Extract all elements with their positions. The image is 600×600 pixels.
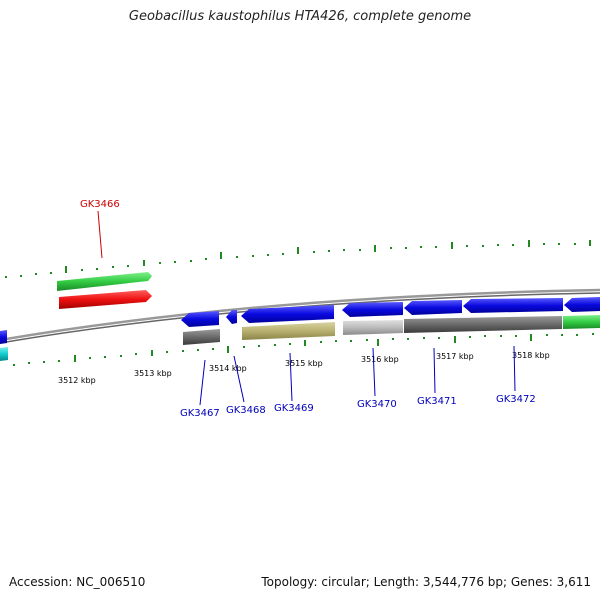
gene-gk3472-arrow[interactable] — [463, 298, 563, 313]
scale-label-3515: 3515 kbp — [285, 359, 323, 368]
gene-gk3469-bar[interactable] — [242, 322, 335, 340]
backbone-outer — [0, 288, 600, 342]
gene-left-cyan-bar[interactable] — [0, 347, 8, 361]
scale-label-3514: 3514 kbp — [209, 364, 247, 373]
gene-label-gk3472[interactable]: GK3472 — [496, 394, 536, 405]
gene-gk3468-arrow[interactable] — [226, 310, 237, 324]
map-title: Geobacillus kaustophilus HTA426, complet… — [128, 9, 472, 24]
gene-label-gk3466[interactable]: GK3466 — [80, 199, 120, 210]
scale-label-3513: 3513 kbp — [134, 369, 172, 378]
gene-gk3471-bar[interactable] — [404, 316, 562, 333]
gene-gk3467-arrow[interactable] — [181, 311, 219, 327]
gene-next-arrow[interactable] — [564, 297, 600, 312]
scale-label-3517: 3517 kbp — [436, 352, 474, 361]
accession-label: Accession: NC_006510 — [9, 575, 146, 589]
gene-gk3470-arrow[interactable] — [342, 302, 403, 317]
gene-label-gk3470[interactable]: GK3470 — [357, 399, 397, 410]
gene-gk3467-bar[interactable] — [183, 329, 220, 345]
gene-green-feature[interactable] — [57, 272, 152, 291]
outer-tick-row — [5, 240, 591, 278]
inner-tick-row — [13, 333, 594, 366]
gene-label-gk3467[interactable]: GK3467 — [180, 408, 220, 419]
gene-label-gk3468[interactable]: GK3468 — [226, 405, 266, 416]
gene-label-gk3471[interactable]: GK3471 — [417, 396, 457, 407]
gene-gk3472-bar[interactable] — [563, 315, 600, 329]
gene-gk3469-arrow[interactable] — [241, 305, 334, 323]
genome-summary: Topology: circular; Length: 3,544,776 bp… — [261, 575, 591, 589]
gene-gk3466-red[interactable] — [59, 290, 152, 309]
gene-label-gk3469[interactable]: GK3469 — [274, 403, 314, 414]
gene-gk3470-bar[interactable] — [343, 320, 403, 335]
scale-label-3516: 3516 kbp — [361, 355, 399, 364]
scale-label-3512: 3512 kbp — [58, 376, 96, 385]
gene-left-edge-arrow[interactable] — [0, 330, 7, 344]
gene-gk3471-arrow[interactable] — [404, 300, 462, 315]
label-leaders — [97, 210, 516, 406]
scale-label-3518: 3518 kbp — [512, 351, 550, 360]
